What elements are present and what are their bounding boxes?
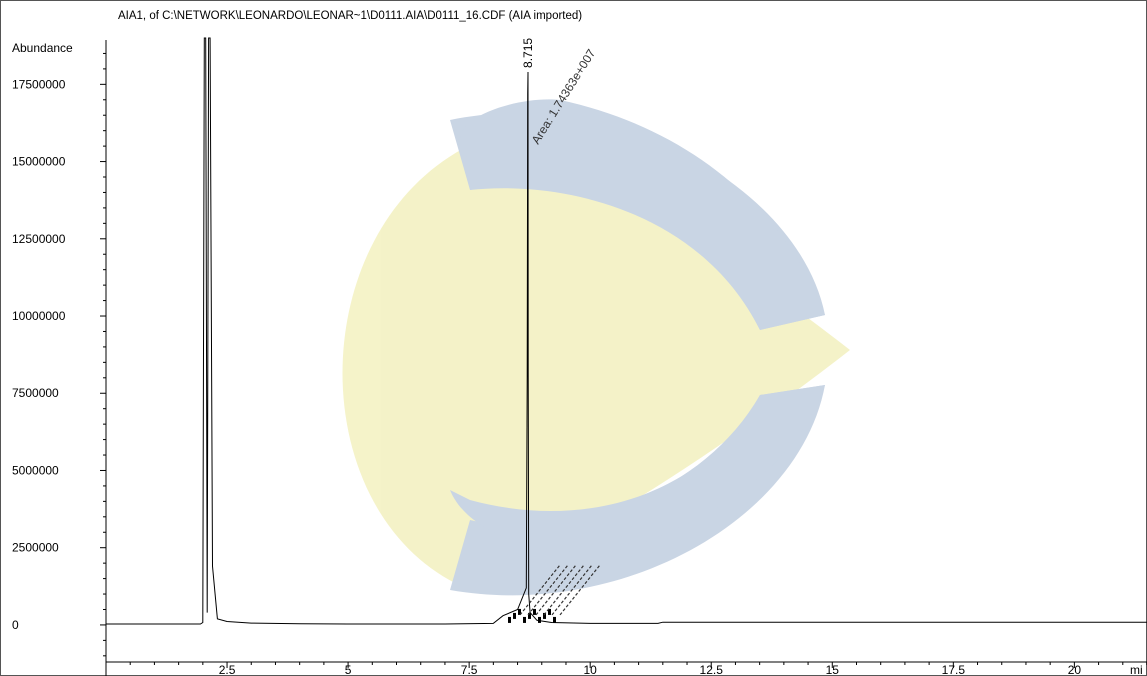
minor-peak-label: [535, 564, 577, 616]
chart-title: AIA1, of C:\NETWORK\LEONARDO\LEONAR~1\D0…: [118, 10, 583, 22]
watermark-lower-arc-inner: [450, 385, 825, 553]
minor-peak-label: [543, 564, 585, 616]
y-tick-label: 2500000: [12, 541, 59, 555]
minor-peak-label: [527, 564, 569, 616]
x-tick-label: 20: [1068, 663, 1082, 676]
x-tick-label: 7.5: [461, 663, 478, 676]
y-tick-label: 12500000: [12, 232, 66, 246]
watermark-upper-arc-inner: [459, 99, 825, 330]
y-axis-ticks: 0 2500000 5000000 7500000 10000000 12500000 15…: [12, 52, 106, 657]
x-axis-ticks: 2.5 5 7.5 10 12.5 15 17.5 20: [129, 662, 1147, 676]
x-tick-label: 10: [584, 663, 598, 676]
x-tick-label: 12.5: [700, 663, 724, 676]
minor-peak-mark: [533, 608, 536, 615]
y-axis-label: Abundance: [12, 41, 73, 55]
minor-peak-label: [551, 564, 593, 616]
peak-retention-time-label: 8.715: [521, 38, 535, 68]
minor-peak-label: [519, 564, 561, 616]
minor-peak-mark: [538, 616, 541, 623]
minor-peak-mark: [518, 608, 521, 615]
minor-peak-mark: [553, 616, 556, 623]
y-tick-label: 17500000: [12, 77, 66, 91]
minor-peak-label-cluster: [508, 564, 601, 623]
minor-peak-label: [559, 564, 601, 616]
y-tick-label: 0: [12, 618, 19, 632]
minor-peak-mark: [528, 612, 531, 619]
minor-peak-mark: [548, 608, 551, 615]
x-tick-label: 5: [345, 663, 352, 676]
minor-peak-mark: [523, 616, 526, 623]
x-tick-label: 15: [826, 663, 840, 676]
x-axis-label: mi: [1130, 663, 1143, 676]
watermark-wedge: [342, 145, 850, 590]
x-tick-label: 17.5: [942, 663, 966, 676]
minor-peak-mark: [508, 616, 511, 623]
x-tick-label: 2.5: [219, 663, 236, 676]
y-tick-label: 15000000: [12, 155, 66, 169]
minor-peak-mark: [513, 612, 516, 619]
y-tick-label: 10000000: [12, 309, 66, 323]
y-tick-label: 7500000: [12, 386, 59, 400]
chromatogram-trace: [106, 37, 1147, 625]
watermark-logo: [342, 99, 850, 596]
y-tick-label: 5000000: [12, 463, 59, 477]
minor-peak-mark: [543, 612, 546, 619]
